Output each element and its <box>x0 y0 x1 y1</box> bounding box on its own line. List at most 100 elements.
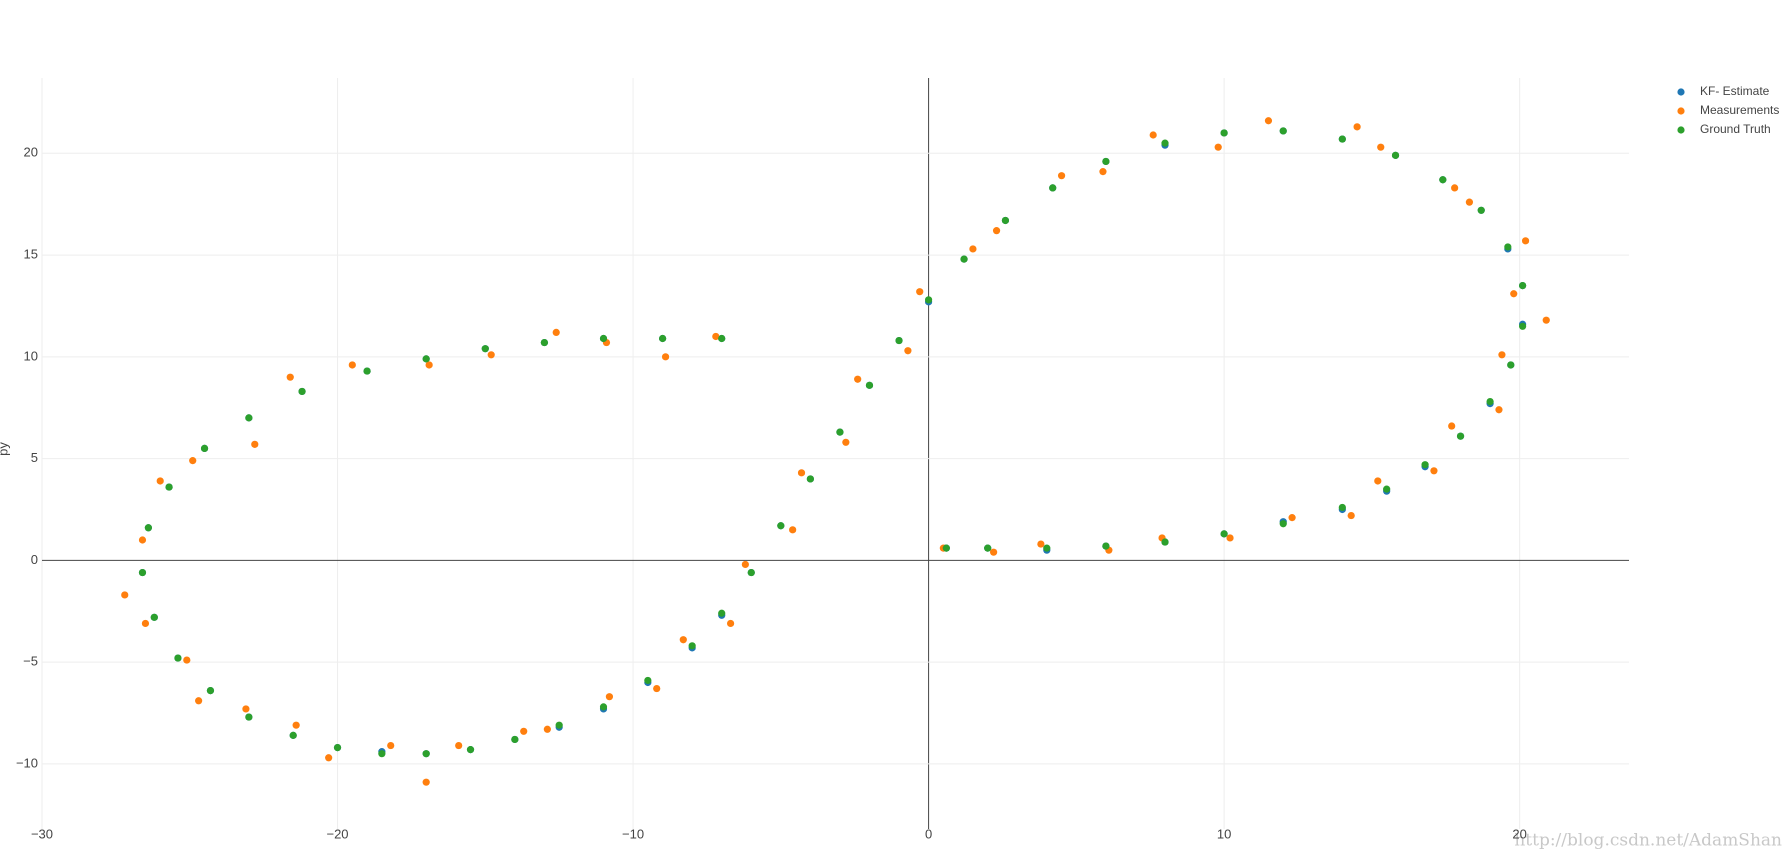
data-point <box>333 743 342 752</box>
data-point <box>1279 520 1287 528</box>
data-point <box>1001 216 1010 225</box>
data-point <box>245 713 253 721</box>
data-point <box>718 609 726 617</box>
data-point <box>520 727 528 735</box>
data-point <box>1477 206 1485 214</box>
data-point <box>726 619 735 628</box>
data-point <box>511 735 519 744</box>
data-point <box>206 687 215 695</box>
data-point <box>916 288 924 296</box>
data-point <box>245 414 253 422</box>
data-point <box>659 334 667 343</box>
data-point <box>653 684 661 693</box>
data-point <box>806 475 814 483</box>
data-point <box>1439 176 1447 184</box>
data-point <box>1102 542 1110 550</box>
data-point <box>1507 361 1515 369</box>
data-point <box>1519 322 1527 330</box>
data-point <box>348 361 356 369</box>
data-point <box>904 347 912 355</box>
data-point <box>741 560 749 569</box>
data-point <box>487 351 495 359</box>
data-point <box>797 469 806 477</box>
data-point <box>1220 129 1228 137</box>
data-point <box>286 373 294 381</box>
data-point <box>1220 530 1228 538</box>
data-point <box>924 296 933 304</box>
data-point <box>378 750 386 758</box>
data-point <box>200 444 209 453</box>
data-point <box>540 338 549 347</box>
data-point <box>1498 351 1506 359</box>
data-point <box>121 591 129 599</box>
data-point <box>555 721 563 729</box>
x-tick-label: −30 <box>31 826 53 841</box>
data-point <box>1377 143 1385 151</box>
data-point <box>466 746 475 754</box>
data-point <box>242 705 250 713</box>
data-point <box>1510 290 1518 298</box>
data-point <box>1353 123 1361 131</box>
data-point <box>552 328 560 337</box>
data-point <box>960 255 968 263</box>
legend-marker <box>1677 107 1685 115</box>
data-point <box>895 336 903 345</box>
data-point <box>1421 461 1429 469</box>
data-point <box>688 642 696 650</box>
x-tick-label: 0 <box>925 826 932 841</box>
data-point <box>1391 151 1400 159</box>
data-point <box>789 526 797 534</box>
legend-label: Ground Truth <box>1700 122 1771 136</box>
data-point <box>1043 544 1051 552</box>
data-point <box>422 750 430 758</box>
data-point <box>836 428 844 436</box>
data-point <box>1504 243 1512 251</box>
data-point <box>363 367 371 375</box>
data-point <box>144 524 152 532</box>
data-point <box>1338 135 1346 143</box>
data-point <box>969 245 977 253</box>
data-point <box>605 693 614 701</box>
data-point <box>990 548 998 556</box>
data-point <box>1226 534 1234 542</box>
data-point <box>1451 184 1459 192</box>
data-point <box>425 361 433 369</box>
legend-label: KF- Estimate <box>1700 84 1770 98</box>
data-point <box>165 483 173 491</box>
data-point <box>599 703 608 711</box>
legend-label: Measurements <box>1700 103 1779 117</box>
y-tick-label: −5 <box>23 654 38 669</box>
data-point <box>543 725 551 733</box>
data-point <box>1383 485 1391 493</box>
data-point <box>679 636 687 644</box>
data-point <box>325 754 333 762</box>
data-point <box>422 778 430 786</box>
data-point <box>599 334 608 343</box>
y-tick-label: 15 <box>24 247 38 262</box>
data-point <box>138 536 147 544</box>
data-point <box>174 654 182 662</box>
data-point <box>292 721 300 729</box>
data-point <box>1099 168 1107 176</box>
x-tick-label: −10 <box>622 826 644 841</box>
data-point <box>1149 131 1157 139</box>
data-point <box>865 381 874 389</box>
data-point <box>992 227 1001 235</box>
data-point <box>1264 117 1273 125</box>
y-tick-label: 20 <box>24 145 38 160</box>
data-point <box>289 731 297 739</box>
data-point <box>1519 281 1527 290</box>
watermark: http://blog.csdn.net/AdamShan <box>1514 831 1782 851</box>
data-point <box>183 656 191 664</box>
y-tick-label: 5 <box>31 450 38 465</box>
data-point <box>1448 422 1456 430</box>
data-point <box>455 741 463 750</box>
data-point <box>251 440 259 448</box>
legend-marker <box>1677 88 1685 96</box>
data-point <box>1465 198 1474 206</box>
data-point <box>150 613 158 621</box>
x-tick-label: 20 <box>1512 826 1526 841</box>
data-point <box>387 741 395 750</box>
y-tick-label: −10 <box>16 755 38 770</box>
data-point <box>1279 127 1287 135</box>
